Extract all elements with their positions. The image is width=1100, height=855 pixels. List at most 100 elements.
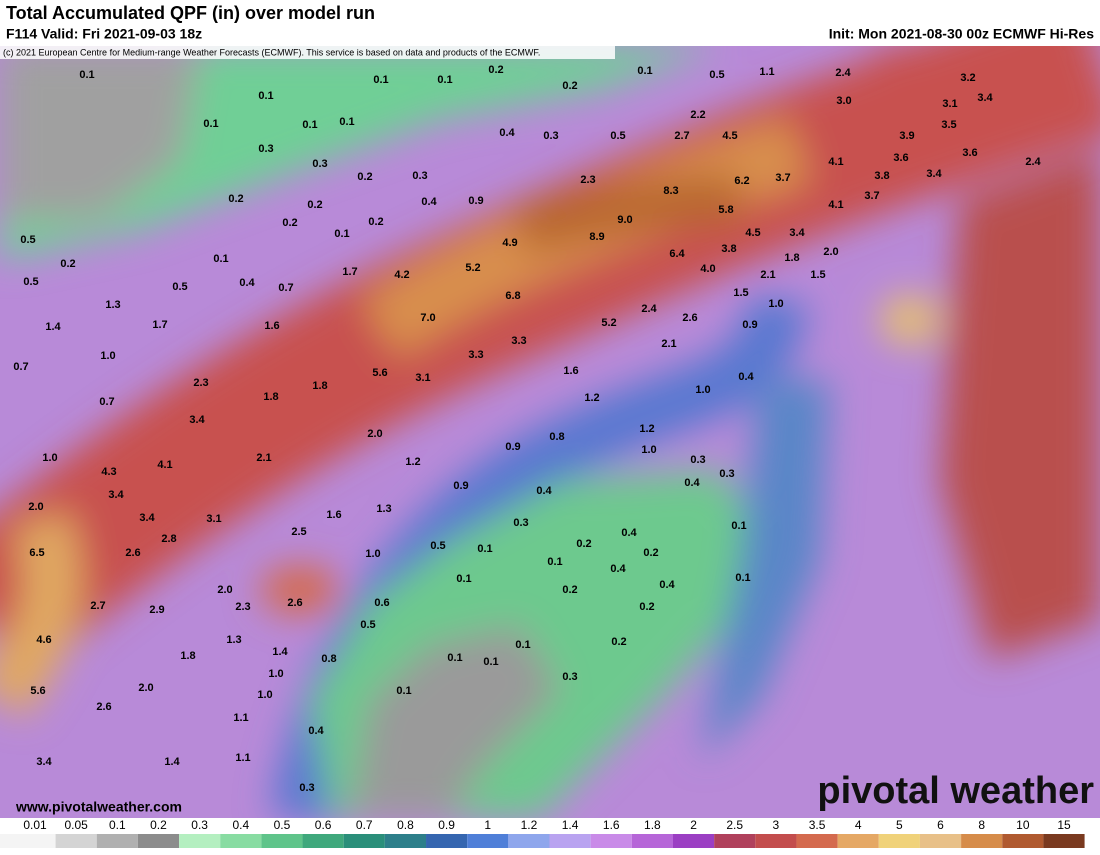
qpf-label: 5.6: [30, 685, 45, 697]
qpf-label: 3.4: [926, 168, 942, 180]
qpf-label: 0.3: [719, 468, 734, 480]
qpf-label: 0.2: [368, 216, 383, 228]
qpf-label: 1.2: [405, 456, 420, 468]
legend-tick-label: 3: [773, 818, 780, 832]
qpf-label: 0.8: [321, 653, 336, 665]
qpf-label: 2.1: [256, 452, 271, 464]
qpf-label: 0.2: [576, 538, 591, 550]
qpf-label: 0.7: [278, 282, 293, 294]
qpf-label: 5.8: [718, 204, 733, 216]
qpf-label: 3.7: [775, 172, 790, 184]
qpf-label: 6.2: [734, 175, 749, 187]
qpf-label: 0.1: [334, 228, 349, 240]
qpf-label: 0.9: [505, 441, 520, 453]
qpf-label: 4.6: [36, 634, 51, 646]
legend-swatch: [220, 834, 262, 848]
qpf-label: 3.6: [962, 147, 977, 159]
qpf-label: 5.6: [372, 367, 387, 379]
legend-swatch: [179, 834, 221, 848]
legend-swatch: [631, 834, 673, 848]
qpf-label: 0.1: [373, 74, 388, 86]
legend-tick-label: 4: [855, 818, 862, 832]
qpf-label: 0.4: [421, 196, 437, 208]
qpf-label: 0.1: [437, 74, 452, 86]
qpf-label: 0.1: [396, 685, 411, 697]
legend-swatch: [508, 834, 550, 848]
qpf-label: 2.1: [760, 269, 775, 281]
qpf-label: 0.5: [23, 276, 38, 288]
qpf-label: 6.5: [29, 547, 44, 559]
qpf-label: 3.4: [977, 92, 993, 104]
legend-swatch: [384, 834, 427, 848]
qpf-label: 1.5: [733, 287, 748, 299]
qpf-label: 1.7: [342, 266, 357, 278]
qpf-label: 0.2: [562, 80, 577, 92]
legend-tick-label: 2.5: [726, 818, 743, 832]
qpf-label: 0.4: [684, 477, 700, 489]
qpf-label: 3.7: [864, 190, 879, 202]
qpf-label: 1.8: [784, 252, 799, 264]
qpf-label: 1.0: [768, 298, 783, 310]
qpf-label: 7.0: [420, 312, 435, 324]
qpf-label: 0.2: [357, 171, 372, 183]
qpf-label: 2.3: [235, 601, 250, 613]
qpf-label: 1.0: [365, 548, 380, 560]
qpf-label: 1.0: [268, 668, 283, 680]
copyright-box: [0, 46, 615, 59]
qpf-label: 6.4: [669, 248, 685, 260]
legend-tick-label: 0.6: [315, 818, 332, 832]
qpf-label: 0.2: [611, 636, 626, 648]
qpf-label: 0.1: [258, 90, 273, 102]
legend-swatch: [302, 834, 344, 848]
qpf-label: 1.2: [639, 423, 654, 435]
qpf-label: 0.4: [738, 371, 754, 383]
qpf-label: 1.1: [759, 66, 774, 78]
qpf-label: 0.2: [488, 64, 503, 76]
qpf-label: 2.6: [682, 312, 697, 324]
qpf-label: 4.9: [502, 237, 517, 249]
qpf-label: 0.4: [610, 563, 626, 575]
qpf-label: 9.0: [617, 214, 632, 226]
qpf-label: 3.8: [874, 170, 889, 182]
qpf-label: 0.1: [203, 118, 218, 130]
qpf-label: 0.5: [430, 540, 445, 552]
legend-swatch: [714, 834, 756, 848]
qpf-label: 3.4: [189, 414, 205, 426]
qpf-label: 0.5: [20, 234, 35, 246]
legend-tick-label: 2: [690, 818, 697, 832]
qpf-label: 0.9: [453, 480, 468, 492]
qpf-label: 2.4: [835, 67, 851, 79]
legend-tick-label: 0.8: [397, 818, 414, 832]
qpf-label: 1.6: [563, 365, 578, 377]
legend-swatch: [672, 834, 715, 848]
legend-swatch: [755, 834, 797, 848]
qpf-label: 0.1: [339, 116, 354, 128]
qpf-label: 2.7: [674, 130, 689, 142]
legend: 0.01 0.05 0.1 0.2 0.3 0.4 0.5 0.6 0.7 0.8 0.9 1 1.2 1…: [0, 818, 1085, 848]
legend-tick-label: 0.05: [64, 818, 88, 832]
qpf-label: 0.5: [709, 69, 724, 81]
qpf-label: 3.5: [941, 119, 956, 131]
qpf-label: 0.1: [213, 253, 228, 265]
qpf-label: 0.4: [308, 725, 324, 737]
legend-tick-label: 0.9: [438, 818, 455, 832]
qpf-label: 0.1: [637, 65, 652, 77]
qpf-label: 0.1: [477, 543, 492, 555]
qpf-label: 0.2: [639, 601, 654, 613]
qpf-label: 1.0: [100, 350, 115, 362]
title: Total Accumulated QPF (in) over model ru…: [6, 3, 375, 23]
legend-tick-label: 8: [978, 818, 985, 832]
qpf-label: 0.3: [690, 454, 705, 466]
qpf-label: 4.0: [700, 263, 715, 275]
qpf-label: 4.5: [722, 130, 737, 142]
legend-tick-label: 1.6: [603, 818, 620, 832]
legend-tick-label: 0.2: [150, 818, 167, 832]
qpf-label: 1.2: [584, 392, 599, 404]
qpf-label: 0.4: [659, 579, 675, 591]
legend-swatch: [55, 834, 97, 848]
qpf-label: 0.2: [60, 258, 75, 270]
qpf-label: 3.4: [36, 756, 52, 768]
qpf-label: 1.0: [641, 444, 656, 456]
legend-swatch: [96, 834, 138, 848]
